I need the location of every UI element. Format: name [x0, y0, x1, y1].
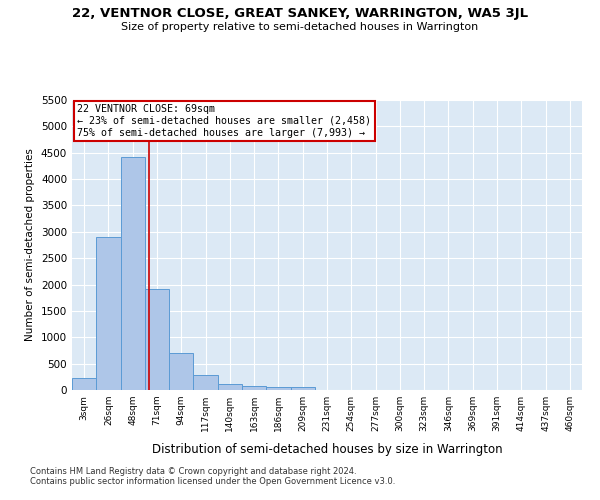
Bar	[72, 378, 96, 390]
Text: 22 VENTNOR CLOSE: 69sqm
← 23% of semi-detached houses are smaller (2,458)
75% of: 22 VENTNOR CLOSE: 69sqm ← 23% of semi-de…	[77, 104, 371, 138]
Text: Size of property relative to semi-detached houses in Warrington: Size of property relative to semi-detach…	[121, 22, 479, 32]
Text: Contains HM Land Registry data © Crown copyright and database right 2024.: Contains HM Land Registry data © Crown c…	[30, 467, 356, 476]
Text: Contains public sector information licensed under the Open Government Licence v3: Contains public sector information licen…	[30, 477, 395, 486]
Bar	[290, 388, 315, 390]
Bar	[242, 386, 266, 390]
Bar	[96, 237, 121, 390]
Bar	[121, 157, 145, 390]
Bar	[193, 375, 218, 390]
Text: 22, VENTNOR CLOSE, GREAT SANKEY, WARRINGTON, WA5 3JL: 22, VENTNOR CLOSE, GREAT SANKEY, WARRING…	[72, 8, 528, 20]
Text: Distribution of semi-detached houses by size in Warrington: Distribution of semi-detached houses by …	[152, 442, 502, 456]
Y-axis label: Number of semi-detached properties: Number of semi-detached properties	[25, 148, 35, 342]
Bar	[266, 387, 290, 390]
Bar	[145, 289, 169, 390]
Bar	[169, 352, 193, 390]
Bar	[218, 384, 242, 390]
